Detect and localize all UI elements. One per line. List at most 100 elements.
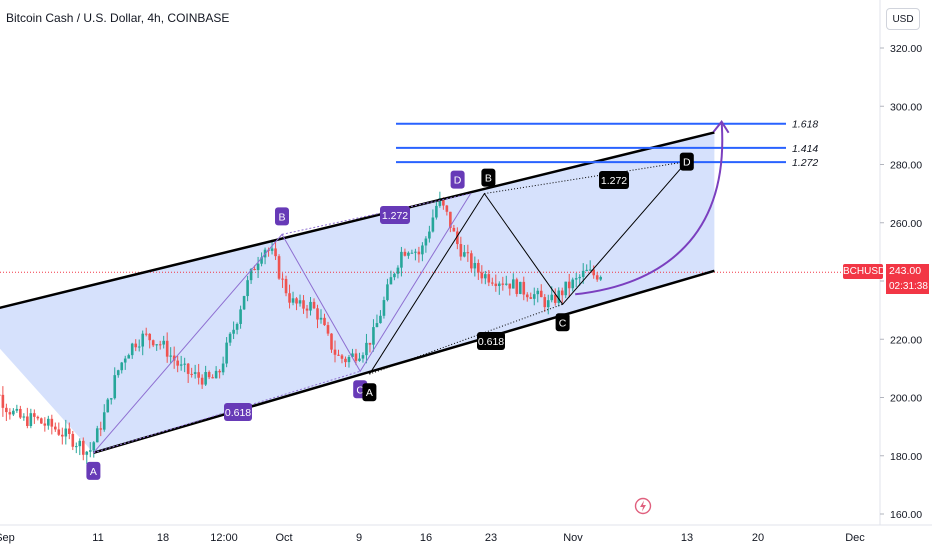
x-tick-label: 9 <box>356 532 362 544</box>
candle-body <box>518 281 522 294</box>
pattern1-ratio-ac-text: 0.618 <box>225 407 251 419</box>
pattern2-legs <box>368 161 688 375</box>
candle-body <box>256 263 260 271</box>
candle-body <box>29 413 33 426</box>
pattern1-ratio-ac: 0.618 <box>224 403 252 421</box>
y-tick-label: 220.00 <box>890 334 922 346</box>
candle-body <box>428 231 431 239</box>
plot-area <box>0 120 880 465</box>
candle-body <box>22 416 26 418</box>
candle-body <box>54 426 57 430</box>
pattern1-point-a-bg <box>86 461 101 480</box>
candle-body <box>151 340 155 346</box>
x-tick-label: Dec <box>845 532 865 544</box>
candle-body <box>288 293 291 303</box>
chart-title: Bitcoin Cash / U.S. Dollar, 4h, COINBASE <box>6 11 230 25</box>
fib-level-label: 1.272 <box>792 157 818 169</box>
candle-body <box>477 262 480 273</box>
y-tick-label: 320.00 <box>890 43 922 55</box>
candle-body <box>550 294 554 301</box>
candle-body <box>546 300 550 308</box>
candle-body <box>179 364 183 366</box>
candle-body <box>379 315 382 324</box>
candle-body <box>431 217 435 232</box>
x-tick-label: 11 <box>92 532 103 544</box>
candle-body <box>396 267 400 274</box>
candle-body <box>466 252 470 254</box>
pattern2-point-c-text: C <box>559 317 567 329</box>
candle-body <box>456 231 459 245</box>
candle-body <box>581 270 585 277</box>
candle-body <box>155 344 158 346</box>
last-price-tag: BCHUSD 243.00 02:31:38 <box>843 264 929 294</box>
pattern1-point-b-bg <box>275 207 289 226</box>
last-price-value: 243.00 <box>886 264 929 279</box>
candle-body <box>424 238 428 246</box>
candle-body <box>539 290 543 298</box>
candle-body <box>218 370 221 373</box>
pattern2-point-b-text: B <box>485 173 492 185</box>
candle-body <box>344 358 347 363</box>
y-tick-label: 280.00 <box>890 160 922 172</box>
candle-body <box>61 434 64 437</box>
candle-body <box>127 355 131 359</box>
y-tick-label: 200.00 <box>890 393 922 405</box>
candle-body <box>525 294 529 298</box>
candle-body <box>162 340 165 345</box>
candle-body <box>130 343 134 356</box>
candle-body <box>487 274 491 283</box>
candle-body <box>452 227 456 232</box>
candle-body <box>71 433 75 447</box>
candle-body <box>26 416 29 426</box>
pattern1-point-b: B <box>275 207 289 226</box>
candle-body <box>50 418 54 427</box>
pattern1-bd-dotted <box>281 193 471 235</box>
candle-body <box>92 442 96 451</box>
candle-body <box>543 297 547 308</box>
currency-button[interactable]: USD <box>886 8 920 30</box>
candle-body <box>19 408 22 418</box>
candle-body <box>316 308 319 320</box>
candle-body <box>193 372 197 374</box>
candle-body <box>536 290 540 295</box>
candle-body <box>242 296 246 310</box>
x-tick-label: 16 <box>420 532 432 544</box>
candle-body <box>183 363 186 365</box>
pattern1-point-c-text: C <box>356 384 364 396</box>
pattern2-ratio-ac-bg <box>477 332 505 350</box>
pattern2-point-c-bg <box>555 313 570 332</box>
candle-body <box>470 253 473 269</box>
candle-body <box>99 428 103 430</box>
candle-body <box>277 256 281 279</box>
pattern1-ratio-bd: 1.272 <box>380 206 410 224</box>
candle-body <box>522 281 526 295</box>
candle-body <box>281 278 284 280</box>
candles <box>0 191 602 465</box>
candle-body <box>504 283 508 285</box>
candle-body <box>375 323 379 328</box>
candle-body <box>158 344 162 346</box>
pattern2-point-a-bg <box>362 383 377 402</box>
x-tick-label: 18 <box>157 532 169 544</box>
candle-body <box>221 363 225 373</box>
candle-body <box>553 294 557 303</box>
pattern1-ratio-bd-text: 1.272 <box>382 210 408 222</box>
lightning-alert-icon[interactable] <box>634 497 652 515</box>
candle-body <box>120 362 124 371</box>
x-tick-label: Oct <box>275 532 292 544</box>
candle-body <box>141 333 145 347</box>
candle-body <box>560 290 564 296</box>
pattern2-point-b-bg <box>481 168 496 187</box>
candle-body <box>239 309 242 324</box>
candle-body <box>480 272 484 279</box>
candle-body <box>351 353 354 357</box>
candle-body <box>81 440 85 455</box>
candle-body <box>305 308 309 311</box>
candle-body <box>116 370 120 376</box>
candle-body <box>508 283 512 289</box>
pattern2-ratio-ac: 0.618 <box>477 332 505 350</box>
candle-body <box>95 428 99 443</box>
candle-body <box>588 269 592 271</box>
candle-body <box>326 325 330 334</box>
